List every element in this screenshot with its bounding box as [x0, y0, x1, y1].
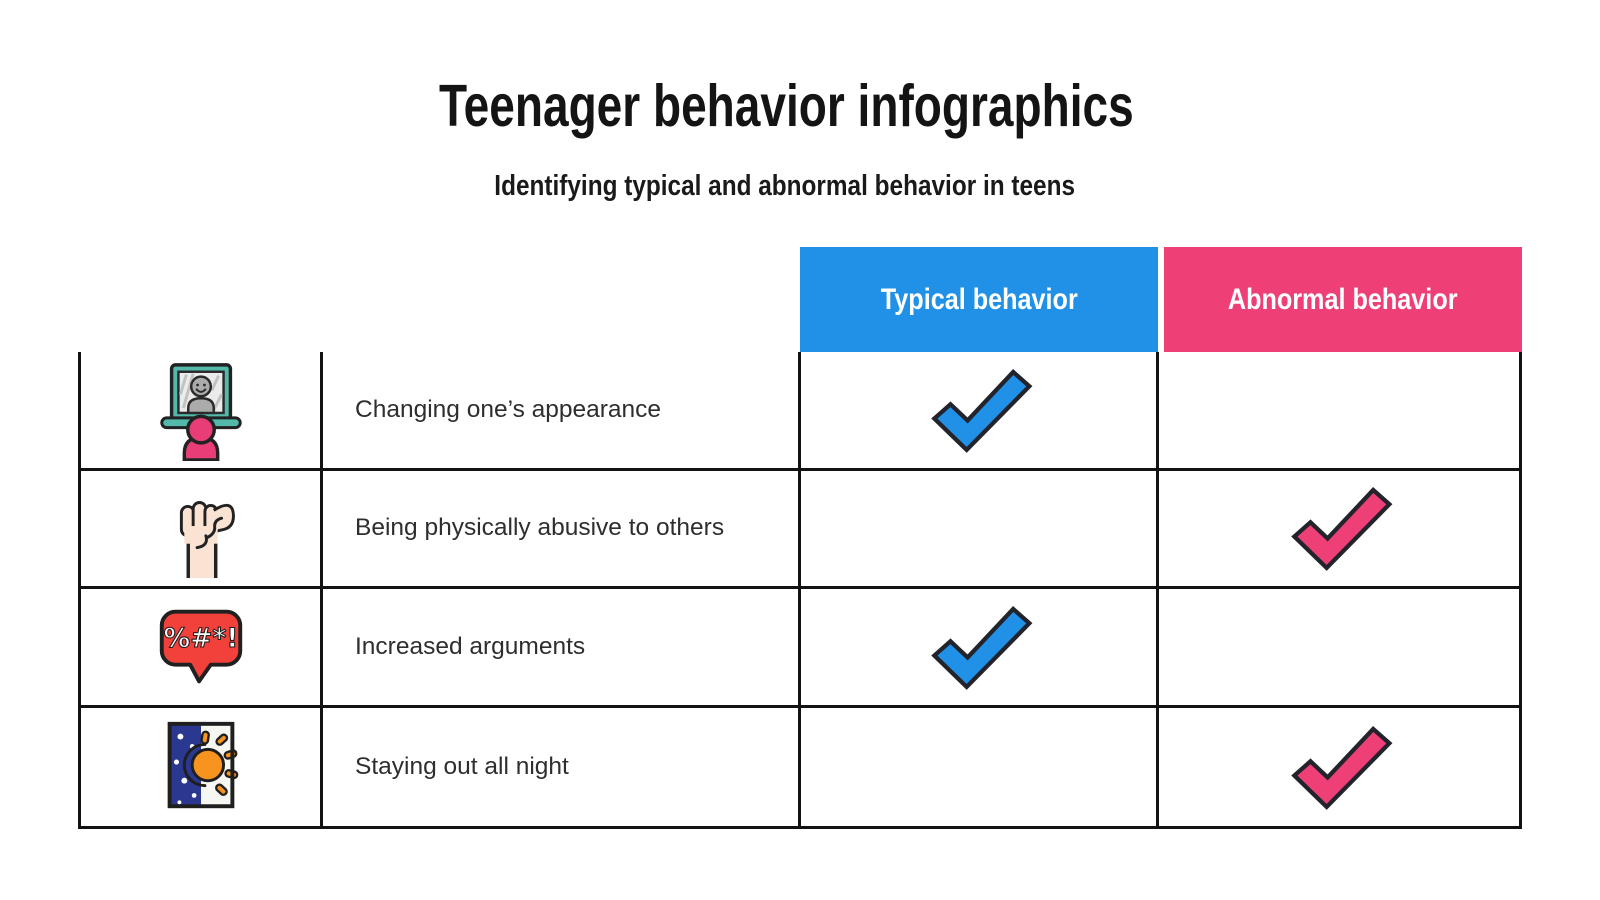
mirror-reflection-icon	[159, 362, 242, 461]
icon-cell: %#*!	[81, 589, 323, 708]
icon-cell	[81, 707, 323, 826]
pink-checkmark-icon	[1291, 487, 1393, 572]
icon-cell	[81, 470, 323, 589]
abnormal-cell	[1159, 470, 1519, 589]
day-night-icon	[167, 721, 238, 808]
table-header-row: Typical behavior Abnormal behavior	[800, 247, 1522, 352]
typical-cell	[801, 352, 1159, 471]
blue-checkmark-icon	[930, 368, 1032, 453]
page-title-text: Teenager behavior infographics	[438, 73, 1134, 139]
page-subtitle-text: Identifying typical and abnormal behavio…	[494, 170, 1076, 202]
blue-checkmark-icon	[930, 605, 1032, 690]
header-typical-behavior: Typical behavior	[800, 247, 1158, 352]
swearing-bubble-icon: %#*!	[159, 609, 242, 684]
abnormal-cell	[1159, 707, 1519, 826]
typical-cell	[801, 470, 1159, 589]
abnormal-cell	[1159, 589, 1519, 708]
behavior-table: Changing one’s appearance	[78, 352, 1522, 829]
typical-cell	[801, 589, 1159, 708]
behavior-label: Increased arguments	[323, 589, 801, 708]
behavior-label: Changing one’s appearance	[323, 352, 801, 471]
icon-cell	[81, 352, 323, 471]
page-title: Teenager behavior infographics	[0, 72, 1572, 140]
behavior-label: Staying out all night	[323, 707, 801, 826]
header-abnormal-behavior: Abnormal behavior	[1164, 247, 1522, 352]
behavior-label: Being physically abusive to others	[323, 470, 801, 589]
typical-cell	[801, 707, 1159, 826]
swear-symbols-text: %#*!	[163, 623, 238, 654]
header-typical-label: Typical behavior	[880, 282, 1078, 316]
header-abnormal-label: Abnormal behavior	[1228, 282, 1458, 316]
pink-checkmark-icon	[1291, 725, 1393, 810]
page-subtitle: Identifying typical and abnormal behavio…	[0, 170, 1570, 203]
abnormal-cell	[1159, 352, 1519, 471]
raised-fist-icon	[179, 501, 235, 579]
